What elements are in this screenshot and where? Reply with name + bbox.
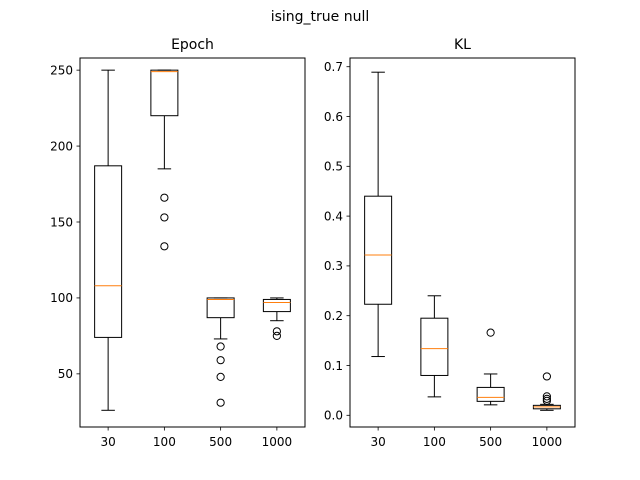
flier-point xyxy=(160,193,169,202)
box-500 xyxy=(476,328,505,406)
box-body xyxy=(94,165,123,338)
y-tick-label: 0.3 xyxy=(324,259,343,273)
x-tick-label: 500 xyxy=(209,435,232,449)
y-tick-label: 0.0 xyxy=(324,409,343,423)
y-tick-label: 0.4 xyxy=(324,209,343,223)
y-tick-label: 50 xyxy=(58,367,73,381)
flier-point xyxy=(216,372,225,381)
flier-point xyxy=(542,394,551,403)
y-tick-label: 150 xyxy=(50,215,73,229)
box-body xyxy=(476,386,505,402)
flier-point xyxy=(216,356,225,365)
y-tick-label: 0.6 xyxy=(324,110,343,124)
axes-frame xyxy=(349,57,576,428)
x-tick-label: 500 xyxy=(479,435,502,449)
flier-point xyxy=(542,372,551,381)
y-tick-label: 0.2 xyxy=(324,309,343,323)
x-tick-label: 1000 xyxy=(262,435,293,449)
kl-subplot: KL 0.0 0.1 0.2 0.3 0.4 0.5 0.6 0.7 30 100 500 1000 xyxy=(324,37,576,449)
y-tick-label: 100 xyxy=(50,291,73,305)
box-body xyxy=(420,317,449,376)
x-tick-label: 100 xyxy=(423,435,446,449)
flier-point xyxy=(160,242,169,251)
flier-point xyxy=(272,331,281,340)
figure-suptitle: ising_true null xyxy=(271,9,370,25)
kl-subplot-title: KL xyxy=(454,37,471,53)
box-body xyxy=(364,195,393,305)
flier-point xyxy=(486,328,495,337)
x-tick-label: 1000 xyxy=(532,435,563,449)
box-100 xyxy=(420,295,449,398)
epoch-subplot-title: Epoch xyxy=(171,37,214,53)
flier-point xyxy=(216,398,225,407)
x-tick-label: 100 xyxy=(153,435,176,449)
flier-point xyxy=(160,213,169,222)
flier-point xyxy=(542,392,551,401)
box-30 xyxy=(94,69,123,411)
box-body xyxy=(262,298,291,313)
y-tick-label: 0.7 xyxy=(324,60,343,74)
box-500 xyxy=(206,297,235,407)
box-100 xyxy=(150,69,179,251)
y-tick-label: 0.1 xyxy=(324,359,343,373)
epoch-subplot: Epoch 50 100 150 200 250 30 100 500 1000 xyxy=(50,37,306,449)
box-1000 xyxy=(532,372,561,411)
box-1000 xyxy=(262,297,291,340)
y-tick-label: 250 xyxy=(50,63,73,77)
box-body xyxy=(150,69,179,117)
x-tick-label: 30 xyxy=(100,435,115,449)
y-tick-label: 200 xyxy=(50,139,73,153)
flier-point xyxy=(542,396,551,405)
box-body xyxy=(206,297,235,319)
axes-frame xyxy=(79,57,306,428)
box-30 xyxy=(364,71,393,358)
y-tick-label: 0.5 xyxy=(324,160,343,174)
x-tick-label: 30 xyxy=(370,435,385,449)
flier-point xyxy=(216,342,225,351)
flier-point xyxy=(272,327,281,336)
